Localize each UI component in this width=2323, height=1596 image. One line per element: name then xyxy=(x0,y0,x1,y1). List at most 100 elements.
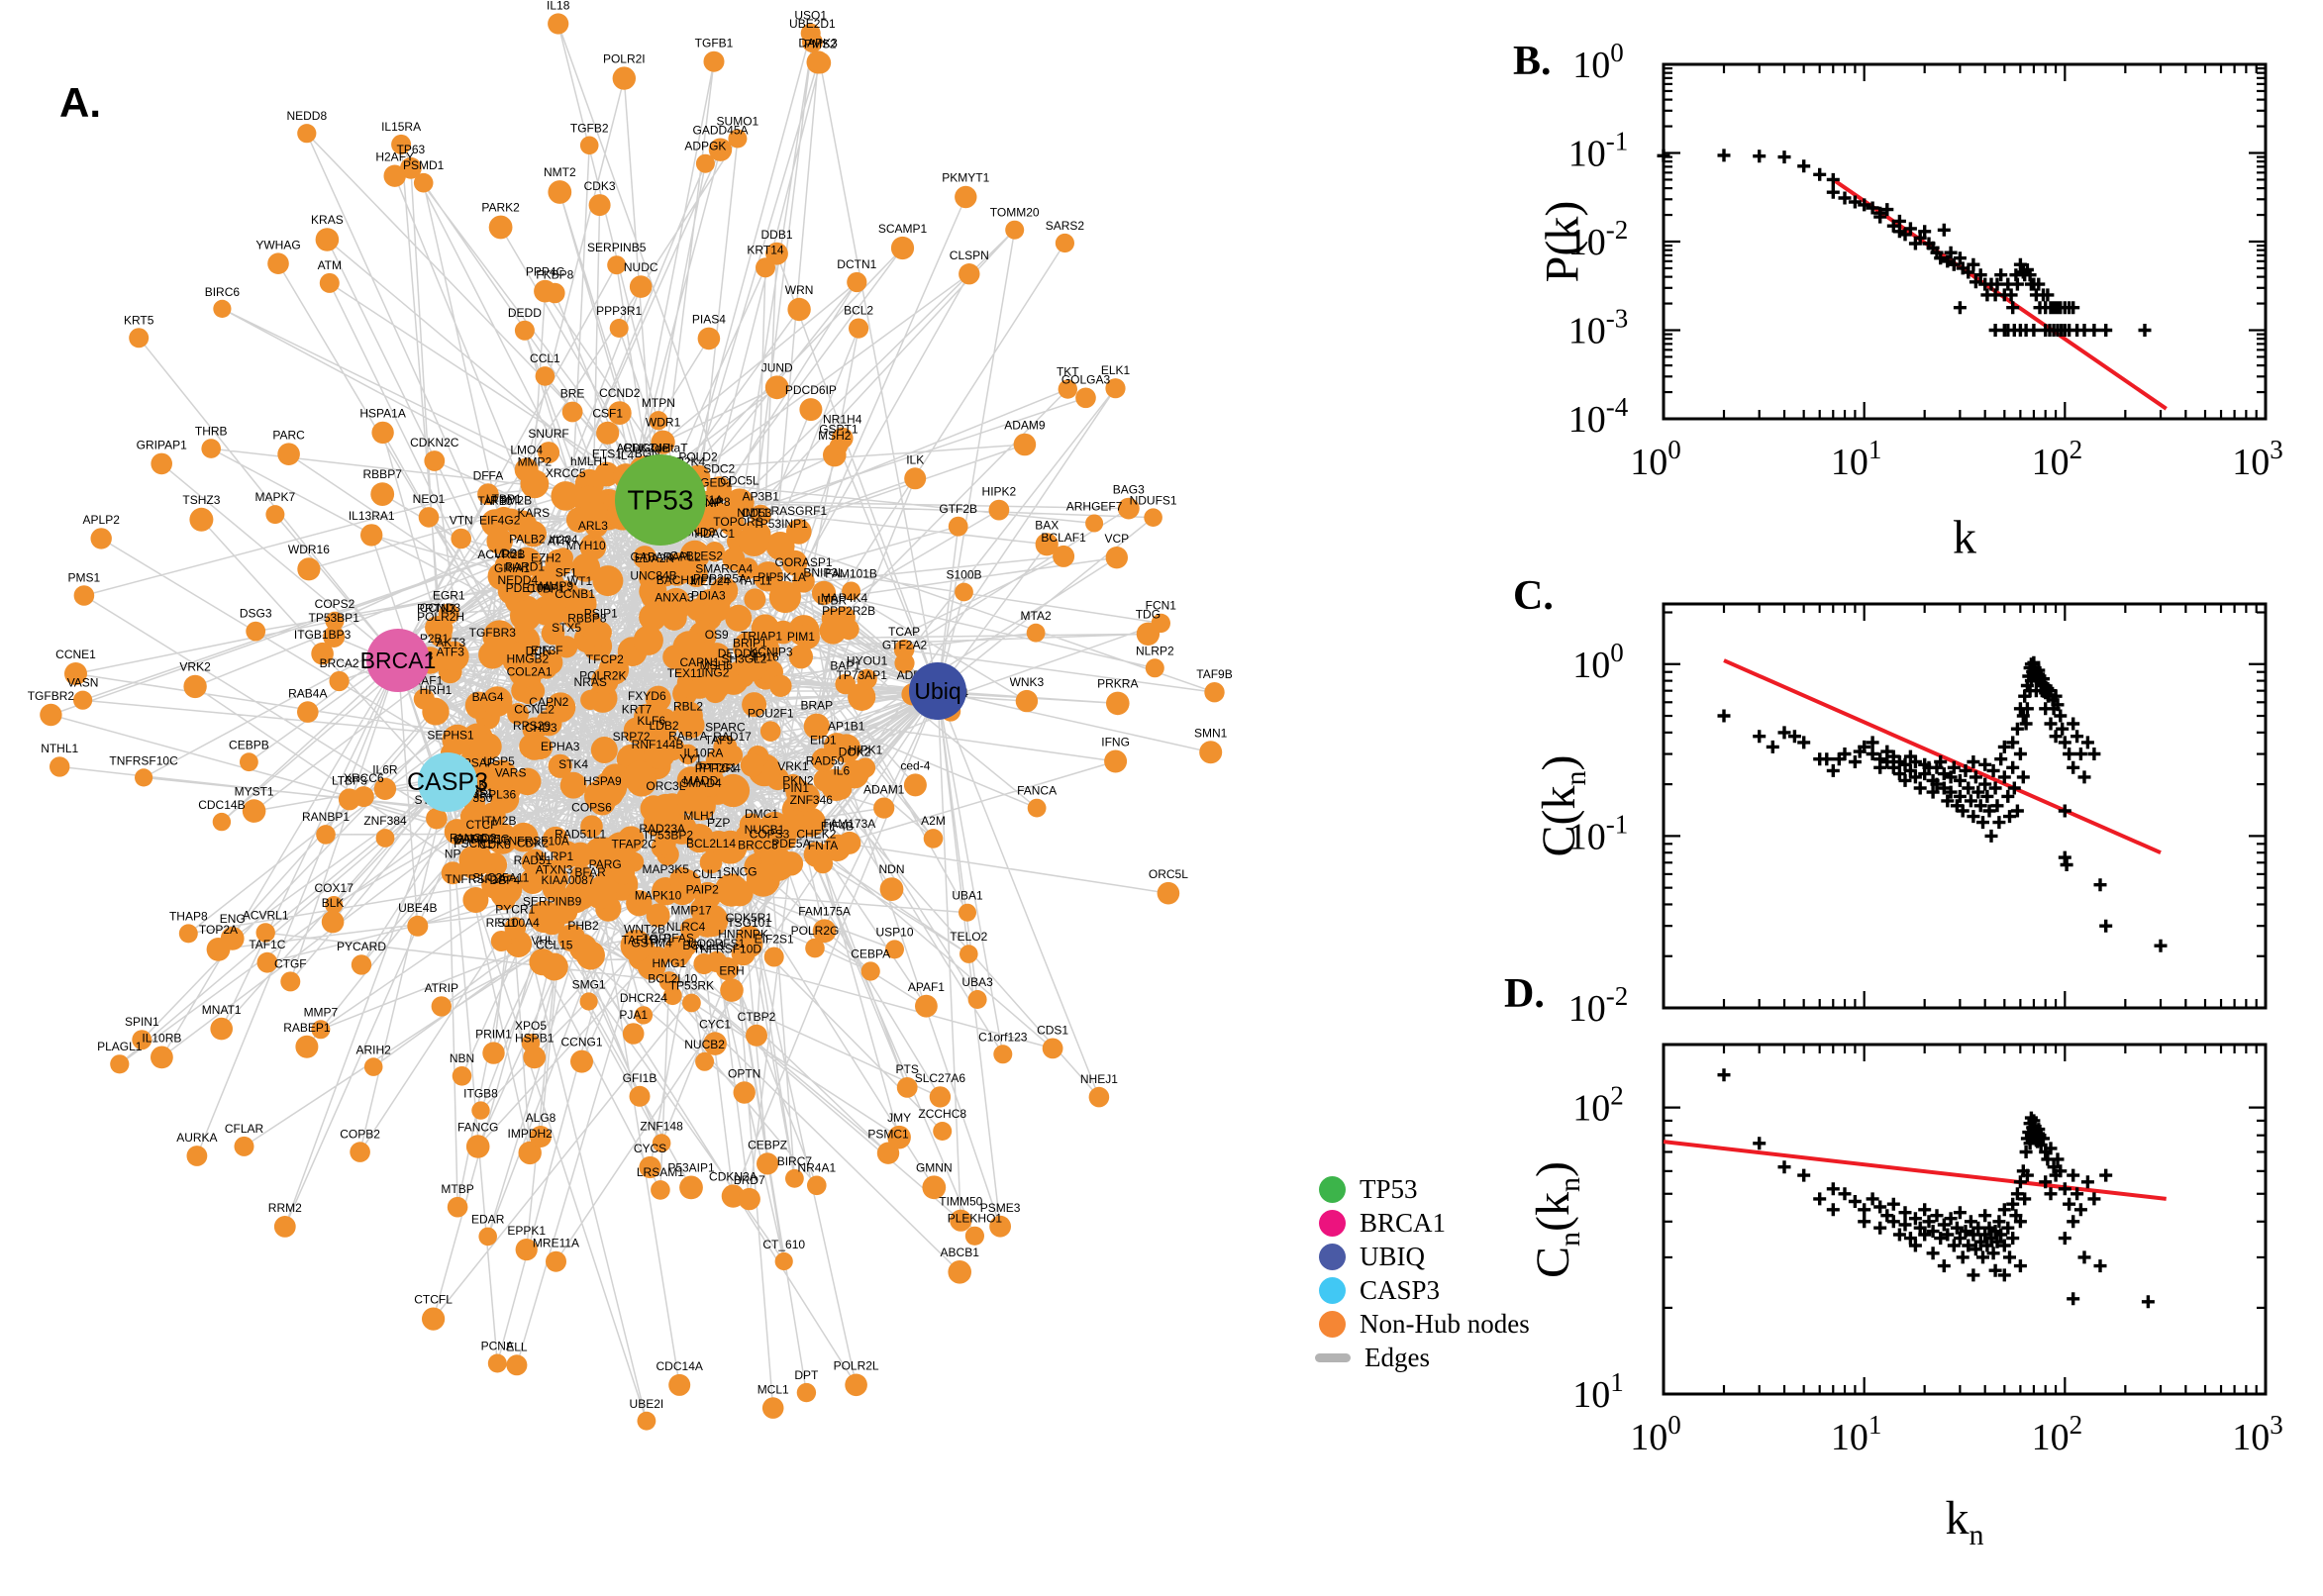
gene-label: ELK1 xyxy=(1101,363,1131,377)
gene-label: HDAC1 xyxy=(694,527,735,541)
hub-label-brca1: BRCA1 xyxy=(360,648,437,673)
gene-node xyxy=(564,588,597,620)
gene-label: TP53RK xyxy=(669,979,714,993)
gene-label: APAF1 xyxy=(908,980,945,994)
gene-node xyxy=(429,624,453,648)
gene-node xyxy=(799,398,823,422)
gene-label: NEO1 xyxy=(413,492,446,506)
gene-label: WDR1 xyxy=(646,416,681,430)
gene-label: POLR2L xyxy=(834,1359,879,1373)
gene-label: KLF6 xyxy=(637,714,665,728)
gene-node xyxy=(504,917,527,939)
gene-node xyxy=(988,499,1010,521)
gene-node xyxy=(561,401,583,423)
gene-node xyxy=(542,826,569,853)
gene-node xyxy=(490,784,520,814)
gene-node xyxy=(713,830,748,864)
plot-frame-B xyxy=(1662,62,2268,421)
gene-node xyxy=(768,580,802,614)
gene-label: HSPA1A xyxy=(359,407,405,421)
tick-label: 100 xyxy=(1630,435,1681,483)
gene-label: UBA1 xyxy=(952,889,983,903)
gene-node xyxy=(697,327,721,350)
gene-label: SERPINB9 xyxy=(523,895,582,909)
gene-node xyxy=(465,1135,490,1158)
gene-label: PSMC1 xyxy=(867,1128,909,1142)
gene-node xyxy=(703,50,725,72)
gene-node xyxy=(487,1353,507,1373)
gene-label: TELO2 xyxy=(950,930,987,944)
gene-label: RAD23A xyxy=(639,822,685,836)
gene-node xyxy=(639,603,667,632)
gene-label: UBA3 xyxy=(961,975,993,989)
gene-label: GRIPAP1 xyxy=(137,439,187,452)
gene-label: TGFB1 xyxy=(695,37,734,50)
gene-label: EPHA3 xyxy=(541,740,580,753)
gene-label: VHL xyxy=(531,934,555,948)
gene-label: PSMD1 xyxy=(403,158,445,172)
gene-node xyxy=(842,581,861,601)
gene-label: KIAA0087 xyxy=(541,873,594,887)
gene-node xyxy=(845,1373,867,1397)
gene-label: CDK5R1 xyxy=(726,911,773,925)
gene-label: TP53INP1 xyxy=(753,517,808,531)
gene-node xyxy=(803,713,830,740)
gene-label: BARD1 xyxy=(505,560,545,574)
panel-label-a: A. xyxy=(59,79,101,126)
gene-node xyxy=(948,516,968,537)
gene-label: KRAS xyxy=(311,213,344,227)
gene-node xyxy=(530,1126,552,1147)
gene-node xyxy=(135,768,153,787)
gene-node xyxy=(585,621,611,647)
gene-label: ATM xyxy=(318,258,342,272)
gene-label: GORASP1 xyxy=(774,555,832,569)
hub-casp3 xyxy=(418,752,477,812)
gene-label: EIF4B xyxy=(821,820,854,834)
network-legend: TP53 BRCA1 UBIQ CASP3 Non-Hub nodes Edges xyxy=(1315,1172,1530,1374)
gene-node xyxy=(588,194,611,217)
gene-label: SDC2 xyxy=(703,461,735,475)
gene-node xyxy=(552,898,578,924)
gene-node xyxy=(848,682,876,712)
gene-label: EID1 xyxy=(810,734,837,748)
gene-node xyxy=(458,846,487,874)
gene-node xyxy=(738,525,770,556)
gene-label: PMS2 xyxy=(804,38,837,51)
gene-label: EGR1 xyxy=(433,588,465,602)
gene-label: PDE10A xyxy=(506,581,552,595)
gene-node xyxy=(464,823,487,846)
gene-node xyxy=(538,442,560,464)
gene-label: DMC1 xyxy=(745,807,778,821)
gene-node xyxy=(424,450,446,471)
gene-node xyxy=(1085,514,1104,533)
gene-label: CYCS xyxy=(634,1142,666,1155)
gene-node xyxy=(658,971,679,992)
gene-label: COPS3 xyxy=(750,828,790,842)
gene-node xyxy=(893,639,915,660)
gene-label: ITGB8 xyxy=(463,1086,498,1100)
gene-node xyxy=(513,767,542,796)
gene-label: NTHL1 xyxy=(41,742,78,755)
gene-label: ILK xyxy=(906,452,924,466)
gene-label: MSH2 xyxy=(818,429,852,443)
hub-label-tp53: TP53 xyxy=(628,485,694,516)
gene-label: TRIAP1 xyxy=(741,630,782,644)
gene-node xyxy=(639,565,663,590)
gene-label: BCL2 xyxy=(844,304,873,318)
gene-node xyxy=(509,656,540,688)
gene-node xyxy=(1005,220,1025,240)
gene-node xyxy=(297,701,319,723)
gene-label: VCP xyxy=(1104,532,1129,546)
scatter-points-D xyxy=(1717,1068,2155,1309)
gene-node xyxy=(649,411,668,431)
gene-node xyxy=(541,594,571,624)
gene-node xyxy=(662,986,682,1006)
gene-label: MAP3K5 xyxy=(643,862,690,876)
gene-label: EIF4G2 xyxy=(479,513,521,527)
tick-label: 100 xyxy=(1572,638,1624,686)
gene-node xyxy=(955,582,973,602)
gene-label: TAF1C xyxy=(249,938,285,951)
gene-label: BLK xyxy=(322,896,345,910)
gene-label: PDIA3 xyxy=(691,588,726,602)
gene-node xyxy=(280,971,301,992)
